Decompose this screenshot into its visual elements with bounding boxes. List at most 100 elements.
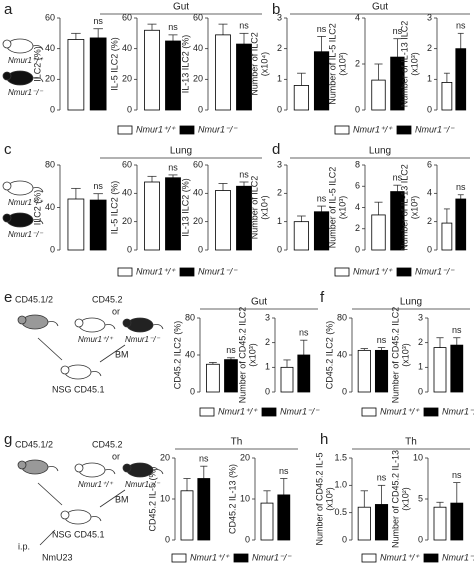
y-tick-label: 6 xyxy=(427,159,432,169)
y-axis-label: Number of IL-13 ILC2 xyxy=(399,164,409,251)
y-tick-label: 2 xyxy=(355,58,360,68)
significance: ns xyxy=(168,162,178,172)
legend-swatch xyxy=(334,267,350,277)
bar xyxy=(277,494,291,541)
y-tick-label: 1.0 xyxy=(334,480,347,490)
arrow xyxy=(37,337,63,361)
mouse-head xyxy=(60,510,70,520)
arrow xyxy=(39,529,56,546)
legend-label: Nmur1⁻/⁻ xyxy=(280,406,320,416)
donor-label: CD45.2 xyxy=(92,439,123,449)
y-axis-label: Number of CD45.2 ILC2 xyxy=(390,307,400,404)
y-tick-label: 1 xyxy=(277,216,282,226)
y-tick-label: 0 xyxy=(265,386,270,396)
y-tick-label: 20 xyxy=(193,74,203,84)
y-axis-label: CD45.2 ILC2 (%) xyxy=(324,321,334,390)
y-tick-label: 20 xyxy=(240,452,250,462)
mouse-head xyxy=(2,213,12,223)
bar xyxy=(165,177,181,251)
bar xyxy=(293,221,310,251)
legend-swatch xyxy=(199,407,215,417)
y-axis-label: Number of IL-5 ILC2 xyxy=(327,167,337,249)
y-tick-label: 3 xyxy=(265,312,270,322)
bar xyxy=(165,40,181,111)
mouse-tail xyxy=(47,321,59,327)
significance: ns xyxy=(226,345,236,355)
bar xyxy=(374,504,389,541)
y-axis-label: (x10³) xyxy=(400,343,410,367)
bar xyxy=(89,199,107,251)
y-tick-label: 40 xyxy=(193,188,203,198)
mouse-head xyxy=(74,463,84,473)
significance: ns xyxy=(299,328,309,338)
bar xyxy=(280,366,294,393)
y-axis-label: Number of ILC2 xyxy=(249,32,259,96)
mouse-head xyxy=(74,318,84,328)
y-axis-label: (x10²) xyxy=(324,487,334,511)
bar xyxy=(371,79,386,111)
y-tick-label: 3 xyxy=(427,12,432,22)
mouse-label: Nmur1⁺/⁺ xyxy=(8,198,43,207)
mouse-tail xyxy=(104,469,116,475)
mouse-tail xyxy=(32,77,44,83)
donor-label: CD45.2 xyxy=(92,294,123,304)
y-tick-label: 0 xyxy=(342,534,347,544)
mouse-tail xyxy=(152,469,164,475)
y-axis-label: IL-13 ILC2 (%) xyxy=(180,178,190,237)
y-axis-label: ILC2 (%) xyxy=(32,46,42,82)
mouse-label: Nmur1⁺/⁺ xyxy=(8,56,43,65)
y-tick-label: 0.5 xyxy=(334,507,347,517)
mouse-tail xyxy=(152,324,164,330)
legend-swatch xyxy=(117,267,133,277)
y-tick-label: 0 xyxy=(427,104,432,114)
mouse-head xyxy=(2,39,12,49)
recipient-label: NSG CD45.1 xyxy=(52,529,105,539)
donor-label: CD45.1/2 xyxy=(15,439,53,449)
significance: ns xyxy=(239,169,249,179)
bar xyxy=(206,363,220,393)
bar xyxy=(293,85,310,111)
bar xyxy=(236,185,252,251)
significance: ns xyxy=(168,22,178,32)
legend-swatch xyxy=(179,125,195,135)
bar xyxy=(297,354,311,393)
y-tick-label: 0 xyxy=(245,534,250,544)
panel-label: f xyxy=(320,289,325,306)
bar xyxy=(215,190,231,251)
legend-swatch xyxy=(396,125,412,135)
y-tick-label: 4 xyxy=(355,202,360,212)
group-header: Gut xyxy=(372,2,388,13)
significance: ns xyxy=(393,26,403,36)
route-label: i.p. xyxy=(18,541,30,551)
mouse-label: Nmur1⁻/⁻ xyxy=(125,480,160,489)
y-axis-label: Number of CD45.2 IL-5 xyxy=(314,452,324,545)
mouse-label: Nmur1⁺/⁺ xyxy=(78,335,113,344)
bar xyxy=(313,51,330,111)
y-tick-label: 4 xyxy=(355,12,360,22)
y-tick-label: 2 xyxy=(277,43,282,53)
group-header: Gut xyxy=(251,297,267,308)
bar xyxy=(441,222,453,251)
y-tick-label: 40 xyxy=(185,349,195,359)
y-axis-label: Number of CD45.2 ILC2 xyxy=(237,307,247,404)
panel-label: h xyxy=(320,431,328,448)
y-tick-label: 0 xyxy=(165,534,170,544)
bar xyxy=(236,43,252,111)
y-tick-label: 0 xyxy=(355,244,360,254)
significance: ns xyxy=(279,466,289,476)
y-axis-label: (x10³) xyxy=(409,52,419,76)
significance: ns xyxy=(199,454,209,464)
donor-label: CD45.1/2 xyxy=(15,294,53,304)
y-axis-label: ILC2 (%) xyxy=(32,190,42,226)
legend-label: Nmur1⁺/⁺ xyxy=(353,266,393,276)
y-tick-label: 40 xyxy=(337,349,347,359)
y-tick-label: 5 xyxy=(418,493,423,503)
y-tick-label: 40 xyxy=(45,43,55,53)
bar xyxy=(455,198,467,251)
bar xyxy=(455,48,467,111)
mouse-tail xyxy=(90,516,102,522)
y-axis-label: Number of ILC2 xyxy=(249,176,259,240)
y-tick-label: 40 xyxy=(122,43,132,53)
y-tick-label: 20 xyxy=(122,74,132,84)
legend-label: Nmur1⁺/⁺ xyxy=(353,124,393,134)
